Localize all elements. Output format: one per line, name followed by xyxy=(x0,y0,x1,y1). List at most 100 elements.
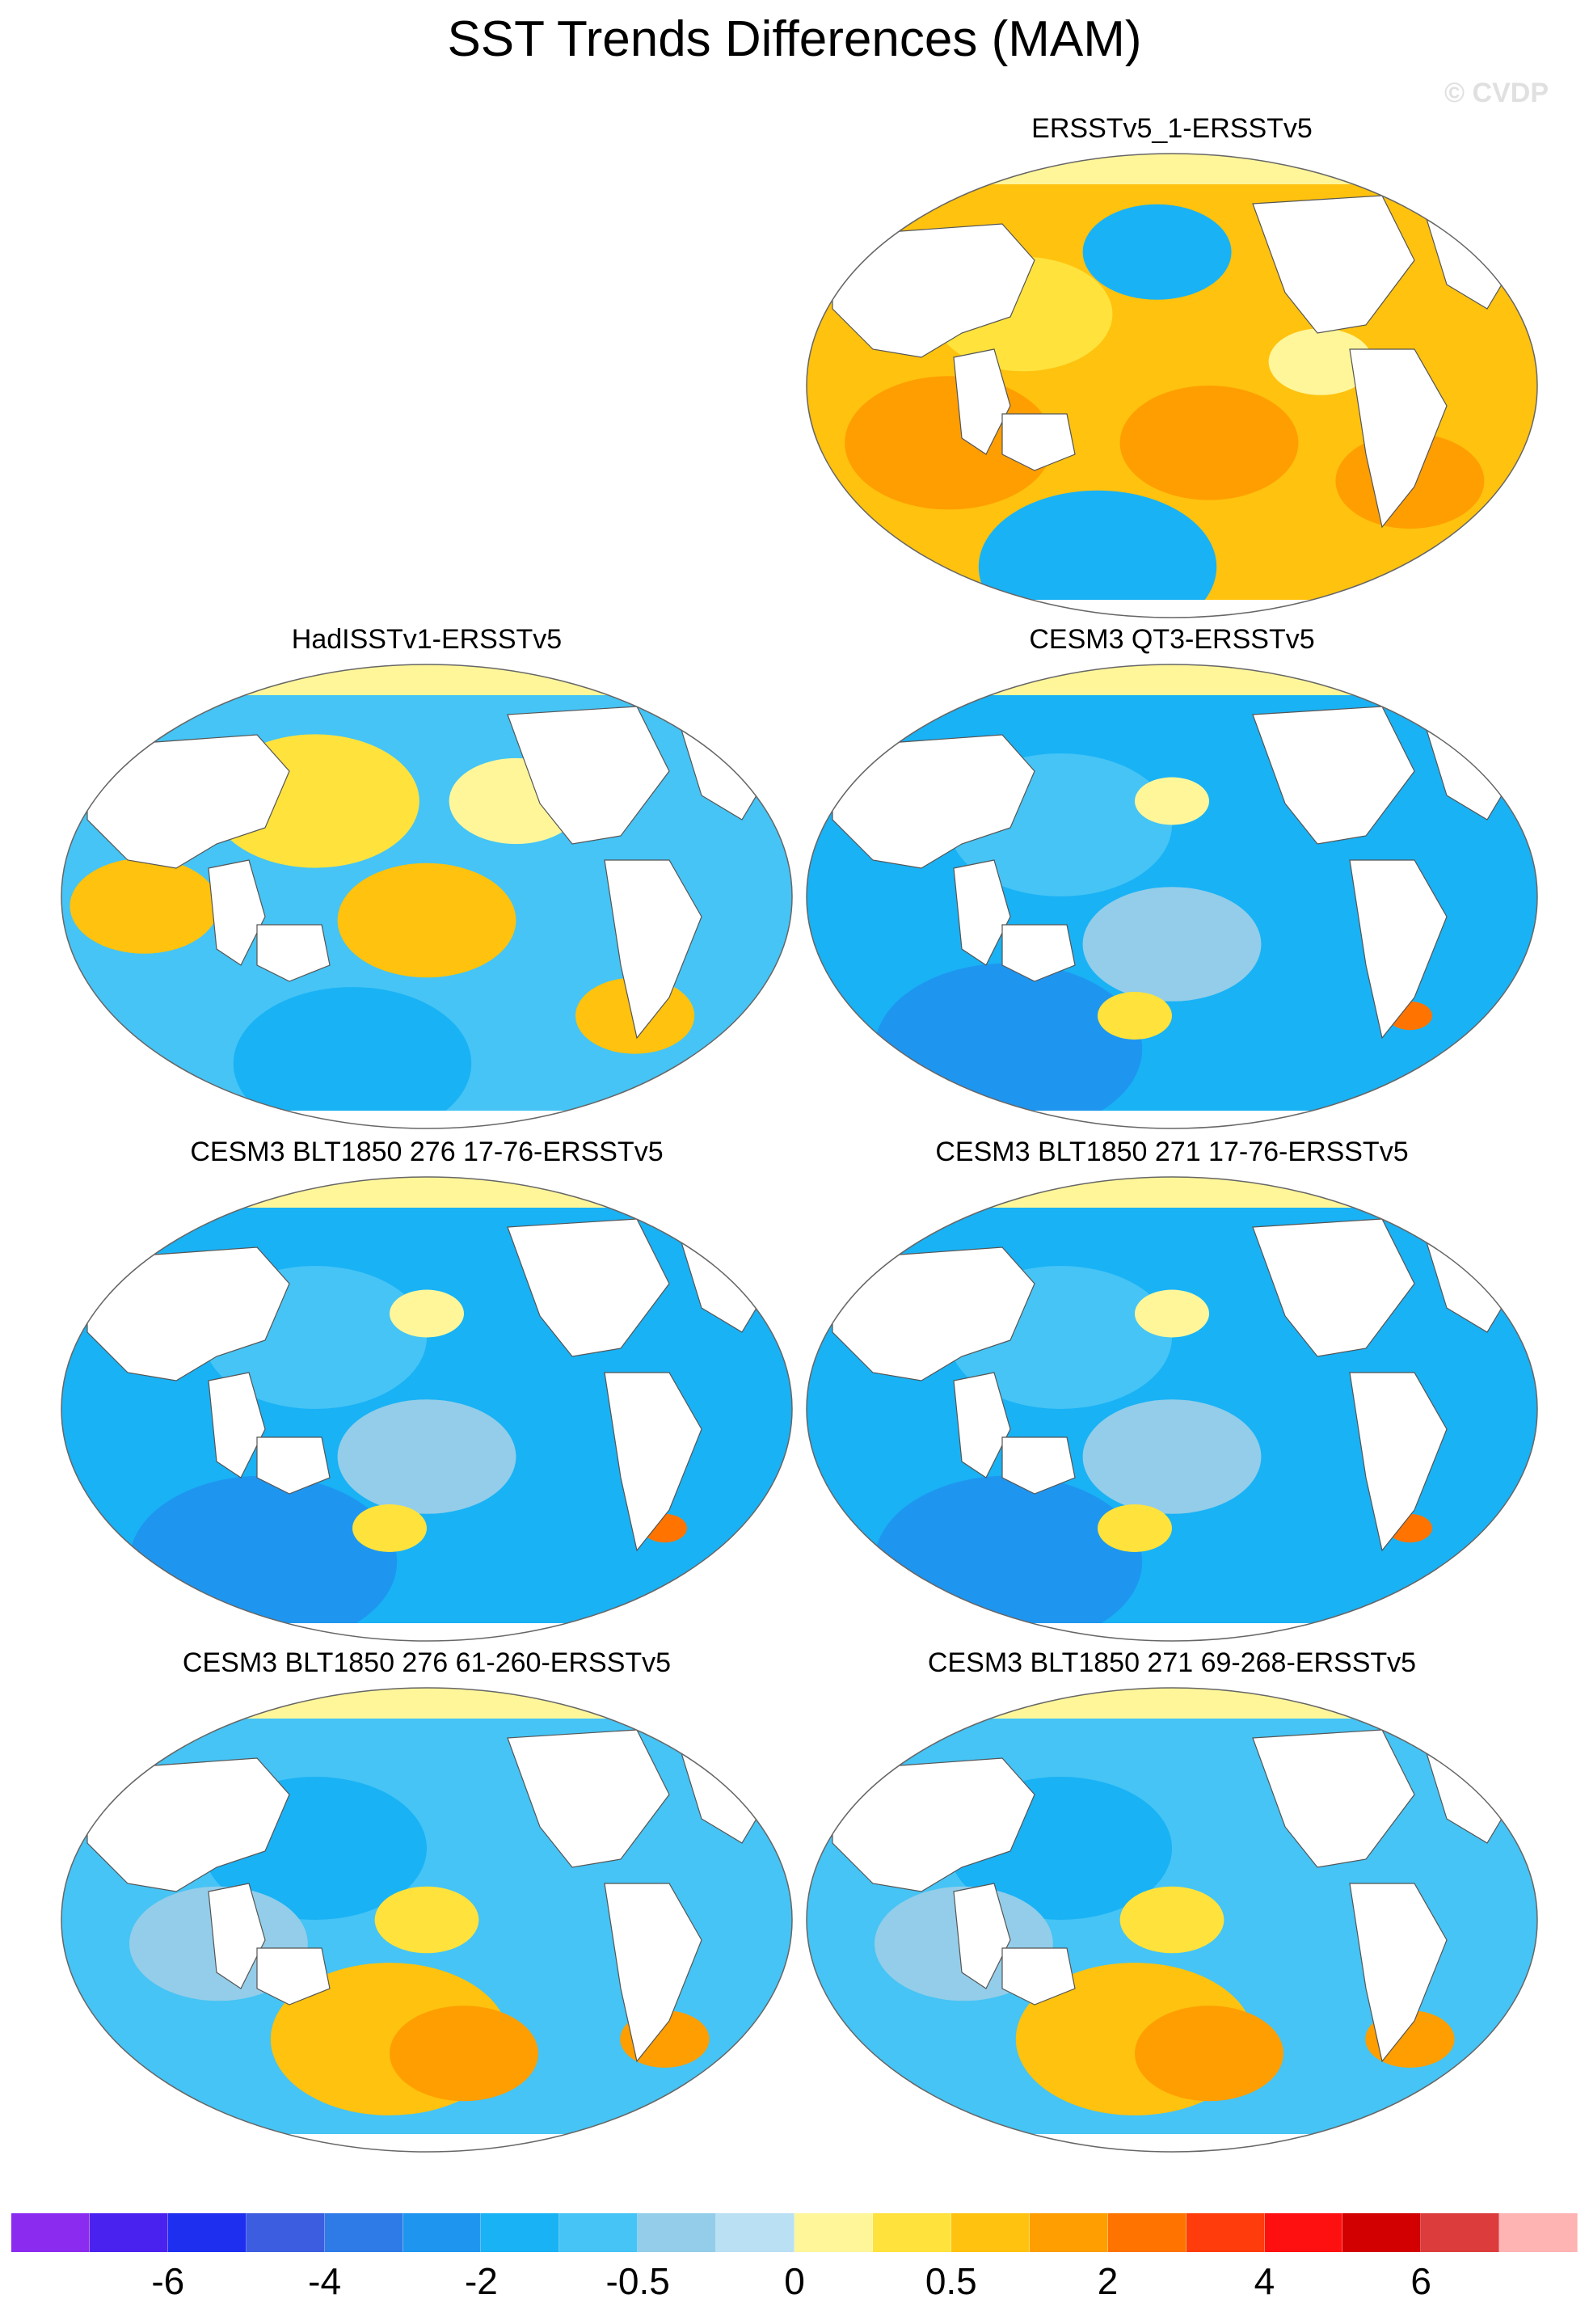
colorbar-cell xyxy=(1499,2213,1578,2252)
arctic-band xyxy=(807,154,1537,184)
colorbar xyxy=(11,2213,1578,2252)
continent xyxy=(86,1757,290,1892)
colorbar-tick-label: -2 xyxy=(464,2260,498,2302)
colorbar-cell xyxy=(794,2213,873,2252)
panel-title: CESM3 BLT1850 271 17-76-ERSSTv5 xyxy=(935,1137,1409,1167)
colorbar-cell xyxy=(1107,2213,1186,2252)
sst-anomaly-region xyxy=(70,858,219,954)
continent xyxy=(832,1757,1035,1892)
colorbar-tick-label: 4 xyxy=(1254,2260,1275,2302)
map-border xyxy=(61,1176,793,1642)
sst-anomaly-region xyxy=(1082,887,1262,1002)
continent xyxy=(256,1947,331,2006)
sst-anomaly-region xyxy=(352,1504,427,1552)
colorbar-cell xyxy=(481,2213,560,2252)
antarctica xyxy=(807,1111,1537,1128)
continent xyxy=(832,223,1035,358)
sst-anomaly-region xyxy=(374,1886,479,1954)
map-border xyxy=(61,664,793,1129)
arctic-band xyxy=(61,1688,792,1719)
colorbar-cell xyxy=(872,2213,951,2252)
colorbar-tick-label: 0.5 xyxy=(925,2260,977,2302)
colorbar-cell xyxy=(1186,2213,1265,2252)
sst-anomaly-region xyxy=(1082,1399,1262,1514)
panel-title: CESM3 QT3-ERSSTv5 xyxy=(1029,624,1315,655)
colorbar-tick-label: 6 xyxy=(1410,2260,1431,2302)
world-map xyxy=(61,664,793,1129)
colorbar-cell xyxy=(716,2213,795,2252)
continent xyxy=(953,1883,1011,1989)
continent xyxy=(1349,1883,1448,2063)
map-border xyxy=(806,1687,1538,2153)
continent xyxy=(86,734,290,869)
sst-anomaly-region xyxy=(390,1289,464,1338)
continent xyxy=(1001,1436,1076,1495)
panel-title: CESM3 BLT1850 276 61-260-ERSSTv5 xyxy=(182,1647,672,1678)
colorbar-cell xyxy=(638,2213,717,2252)
colorbar-cell xyxy=(403,2213,482,2252)
sst-anomaly-region xyxy=(1082,204,1232,300)
world-map xyxy=(806,664,1538,1129)
sst-anomaly-region xyxy=(1119,386,1299,500)
sst-anomaly-region xyxy=(1135,777,1209,825)
sst-anomaly-region xyxy=(1135,1289,1209,1338)
continent xyxy=(953,859,1011,966)
continent xyxy=(953,1372,1011,1478)
map-panel: ERSSTv5_1-ERSSTv5 xyxy=(800,113,1544,631)
colorbar-cell xyxy=(167,2213,247,2252)
map-border xyxy=(61,1687,793,2153)
continent xyxy=(1001,924,1076,982)
antarctica xyxy=(61,1111,792,1128)
map-border xyxy=(806,1176,1538,1642)
colorbar-cell xyxy=(11,2213,90,2252)
colorbar-cell xyxy=(1264,2213,1343,2252)
world-map xyxy=(806,1687,1538,2153)
colorbar-tick-label: -4 xyxy=(308,2260,342,2302)
colorbar-tick-label: -6 xyxy=(151,2260,185,2302)
panel-title: ERSSTv5_1-ERSSTv5 xyxy=(1031,113,1313,144)
credit-watermark: © CVDP xyxy=(1444,78,1549,108)
map-border xyxy=(806,664,1538,1129)
continent xyxy=(86,1246,290,1381)
colorbar-cell xyxy=(1342,2213,1422,2252)
continent xyxy=(1349,1372,1448,1552)
panel-title: HadISSTv1-ERSSTv5 xyxy=(291,624,563,655)
arctic-band xyxy=(807,664,1537,695)
sst-anomaly-region xyxy=(390,2006,538,2102)
continent xyxy=(1349,348,1448,529)
map-border xyxy=(806,153,1538,618)
colorbar-cell xyxy=(950,2213,1030,2252)
world-map xyxy=(806,1176,1538,1642)
map-panel: CESM3 BLT1850 276 17-76-ERSSTv5 xyxy=(55,1137,799,1654)
sst-anomaly-region xyxy=(1268,328,1373,395)
map-panel: HadISSTv1-ERSSTv5 xyxy=(55,624,799,1141)
continent xyxy=(256,1436,331,1495)
sst-anomaly-region xyxy=(875,1475,1143,1641)
sst-anomaly-region xyxy=(1119,1886,1224,1954)
map-panel: CESM3 QT3-ERSSTv5 xyxy=(800,624,1544,1141)
panel-title: CESM3 BLT1850 276 17-76-ERSSTv5 xyxy=(190,1137,664,1167)
sst-anomaly-region xyxy=(337,863,516,978)
continent xyxy=(1001,1947,1076,2006)
sst-anomaly-region xyxy=(1135,2006,1283,2102)
world-map xyxy=(806,153,1538,618)
colorbar-cell xyxy=(246,2213,325,2252)
antarctica xyxy=(61,2134,792,2152)
sst-anomaly-region xyxy=(1098,992,1172,1040)
continent xyxy=(604,859,702,1040)
sst-anomaly-region xyxy=(337,1399,516,1514)
map-panel: CESM3 BLT1850 276 61-260-ERSSTv5 xyxy=(55,1647,799,2165)
arctic-band xyxy=(807,1688,1537,1719)
world-map xyxy=(61,1176,793,1642)
sst-anomaly-region xyxy=(1098,1504,1172,1552)
colorbar-cell xyxy=(324,2213,403,2252)
continent xyxy=(832,1246,1035,1381)
colorbar-cell xyxy=(559,2213,639,2252)
arctic-band xyxy=(61,664,792,695)
map-panel: CESM3 BLT1850 271 69-268-ERSSTv5 xyxy=(800,1647,1544,2165)
colorbar-tick-label: 0 xyxy=(784,2260,805,2302)
colorbar-cell xyxy=(89,2213,168,2252)
continent xyxy=(604,1372,702,1552)
antarctica xyxy=(807,1623,1537,1641)
antarctica xyxy=(807,600,1537,618)
